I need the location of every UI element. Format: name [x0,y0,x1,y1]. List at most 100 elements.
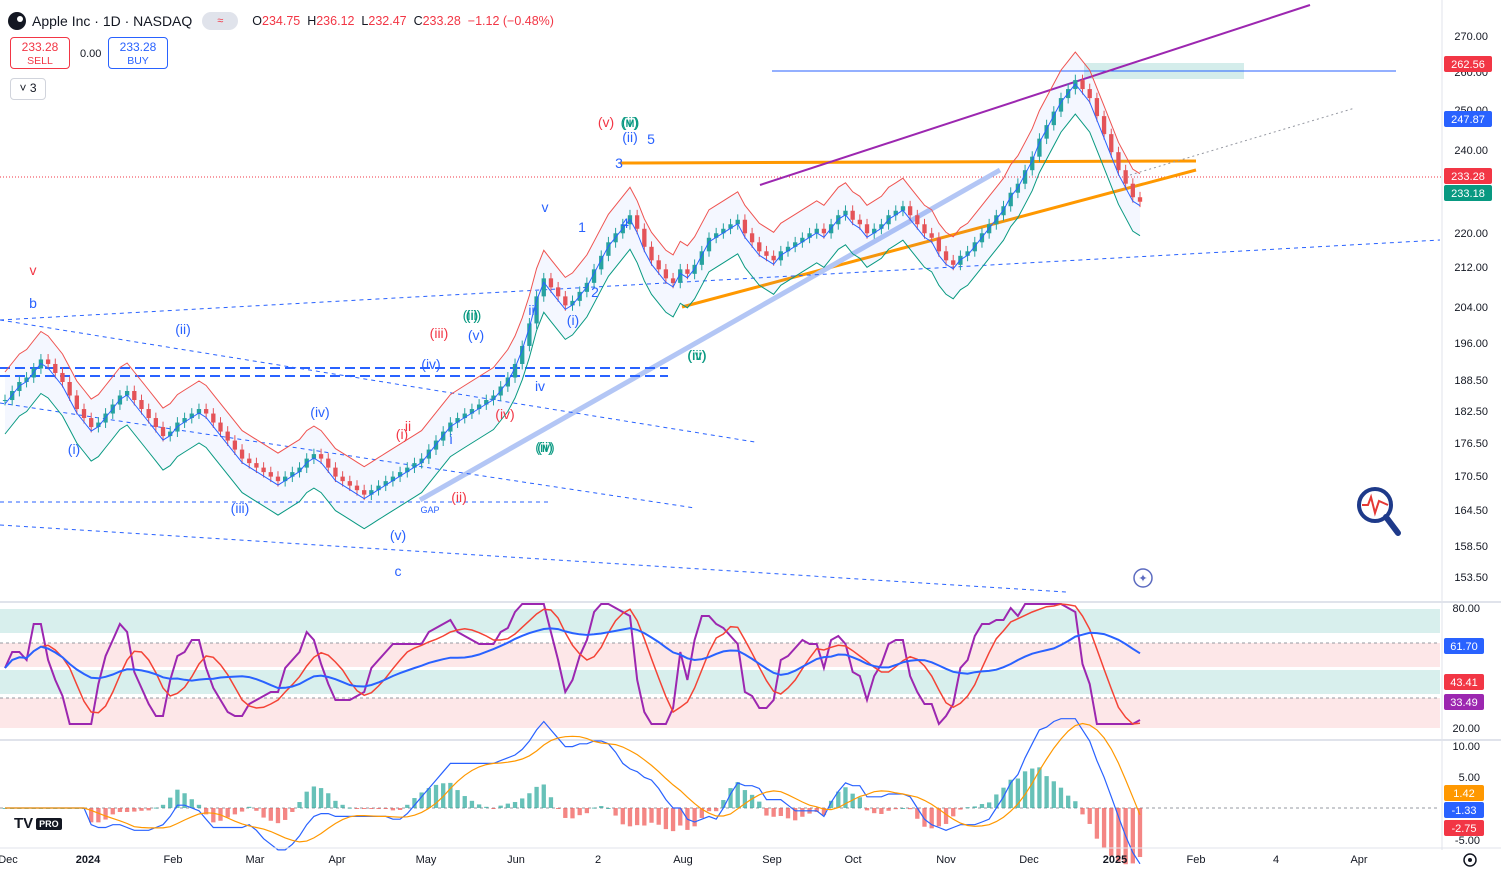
candle-body [570,300,575,306]
macd-histogram-bar [850,793,855,808]
candle-body [254,463,259,468]
macd-histogram-bar [771,808,776,817]
candle-body [1087,89,1092,99]
candle [132,385,137,406]
price-tag-label: 262.56 [1451,59,1485,71]
rsi-tag-label: 33.49 [1450,697,1478,709]
candle-body [1116,152,1121,171]
candle-body [843,210,848,216]
price-tag-label: 233.28 [1451,171,1485,183]
candle [239,444,245,465]
candle [764,245,769,262]
candle-body [362,490,367,495]
candle [455,412,460,428]
macd-histogram-bar [182,793,187,808]
macd-histogram-bar [642,808,647,826]
candle-body [520,345,525,364]
buy-button[interactable]: 233.28 BUY [108,37,168,69]
macd-histogram-bar [634,808,640,826]
sell-button[interactable]: 233.28 SELL [10,37,70,69]
apple-logo-icon [8,12,26,30]
candle [721,223,726,239]
magnifier-ring [1357,487,1393,523]
candle [706,232,712,257]
candle-body [907,206,913,216]
symbol-title[interactable]: Apple Inc · 1D · NASDAQ [32,13,193,29]
macd-histogram-bar [714,808,719,812]
y-tick-label: 270.00 [1454,31,1488,43]
basis-line [4,83,1141,500]
candle-body [929,233,934,238]
candle-body [936,237,942,252]
x-tick-label: Feb [1187,854,1206,866]
candle [591,263,597,289]
candle [757,236,762,257]
macd-histogram-bar [175,789,180,808]
macd-histogram-bar [333,800,338,808]
candle [1030,151,1035,176]
wave-label: (ii) [537,439,553,455]
candle-body [1022,170,1028,184]
x-tick-label: 2024 [76,854,101,866]
candle [541,272,546,302]
macd-histogram-bar [879,808,884,814]
candle [1087,83,1092,104]
candle-body [189,413,194,419]
macd-histogram-bar [692,808,697,827]
long-dashed-trend [0,239,1441,321]
macd-histogram-bar [893,808,898,810]
macd-histogram-bar [397,808,403,810]
candle-body [1137,197,1143,202]
symbol-header: Apple Inc · 1D · NASDAQ ≈ O234.75 H236.1… [8,8,554,34]
candle-body [275,476,281,482]
macd-histogram-bar [1073,801,1078,808]
rsi-mid-zone [0,670,1440,694]
macd-histogram-bar [778,808,783,816]
wave-label: (i) [466,307,478,323]
candle-body [1080,80,1085,90]
candle [714,227,719,244]
macd-histogram-bar [498,805,503,808]
rsi-value-tag: 33.49 [1444,694,1484,710]
macd-histogram-bar [1030,768,1035,808]
macd-histogram-bar [1044,776,1049,808]
candle-body [333,467,338,477]
macd-histogram-bar [117,808,123,812]
y-tick-label: 153.50 [1454,572,1488,584]
indicators-toggle-button[interactable]: ˅ 3 [10,78,46,100]
price-tag: 247.87 [1444,111,1492,127]
candle [879,218,884,235]
candle [1101,110,1107,140]
candle [24,372,29,388]
candle-body [203,409,209,414]
magnifier-handle [1383,514,1401,536]
macd-histogram-bar [369,808,374,809]
candle-body [663,269,669,279]
macd-histogram-bar [433,784,439,808]
candle-body [857,219,862,225]
macd-histogram-bar [584,808,590,814]
candle [642,223,647,253]
candle [318,448,324,465]
candle-body [491,395,496,401]
candle [663,263,669,284]
macd-histogram-bar [821,808,827,816]
candle [218,417,223,437]
candle-body [900,206,906,211]
macd-histogram-bar [534,786,539,808]
candle-body [383,481,388,486]
candle [670,272,676,289]
candle [196,403,202,419]
candle-body [311,454,317,459]
candle [340,471,345,487]
candle-body [634,215,640,229]
wave-label: (iv) [421,356,440,372]
candle [347,475,352,492]
candle-body [879,224,884,229]
rsi-value-tag: 43.41 [1444,674,1484,690]
indicator-pill[interactable]: ≈ [202,12,239,30]
macd-histogram-bar [706,808,712,812]
macd-tag-label: -2.75 [1451,823,1476,835]
candle-body [706,237,712,252]
